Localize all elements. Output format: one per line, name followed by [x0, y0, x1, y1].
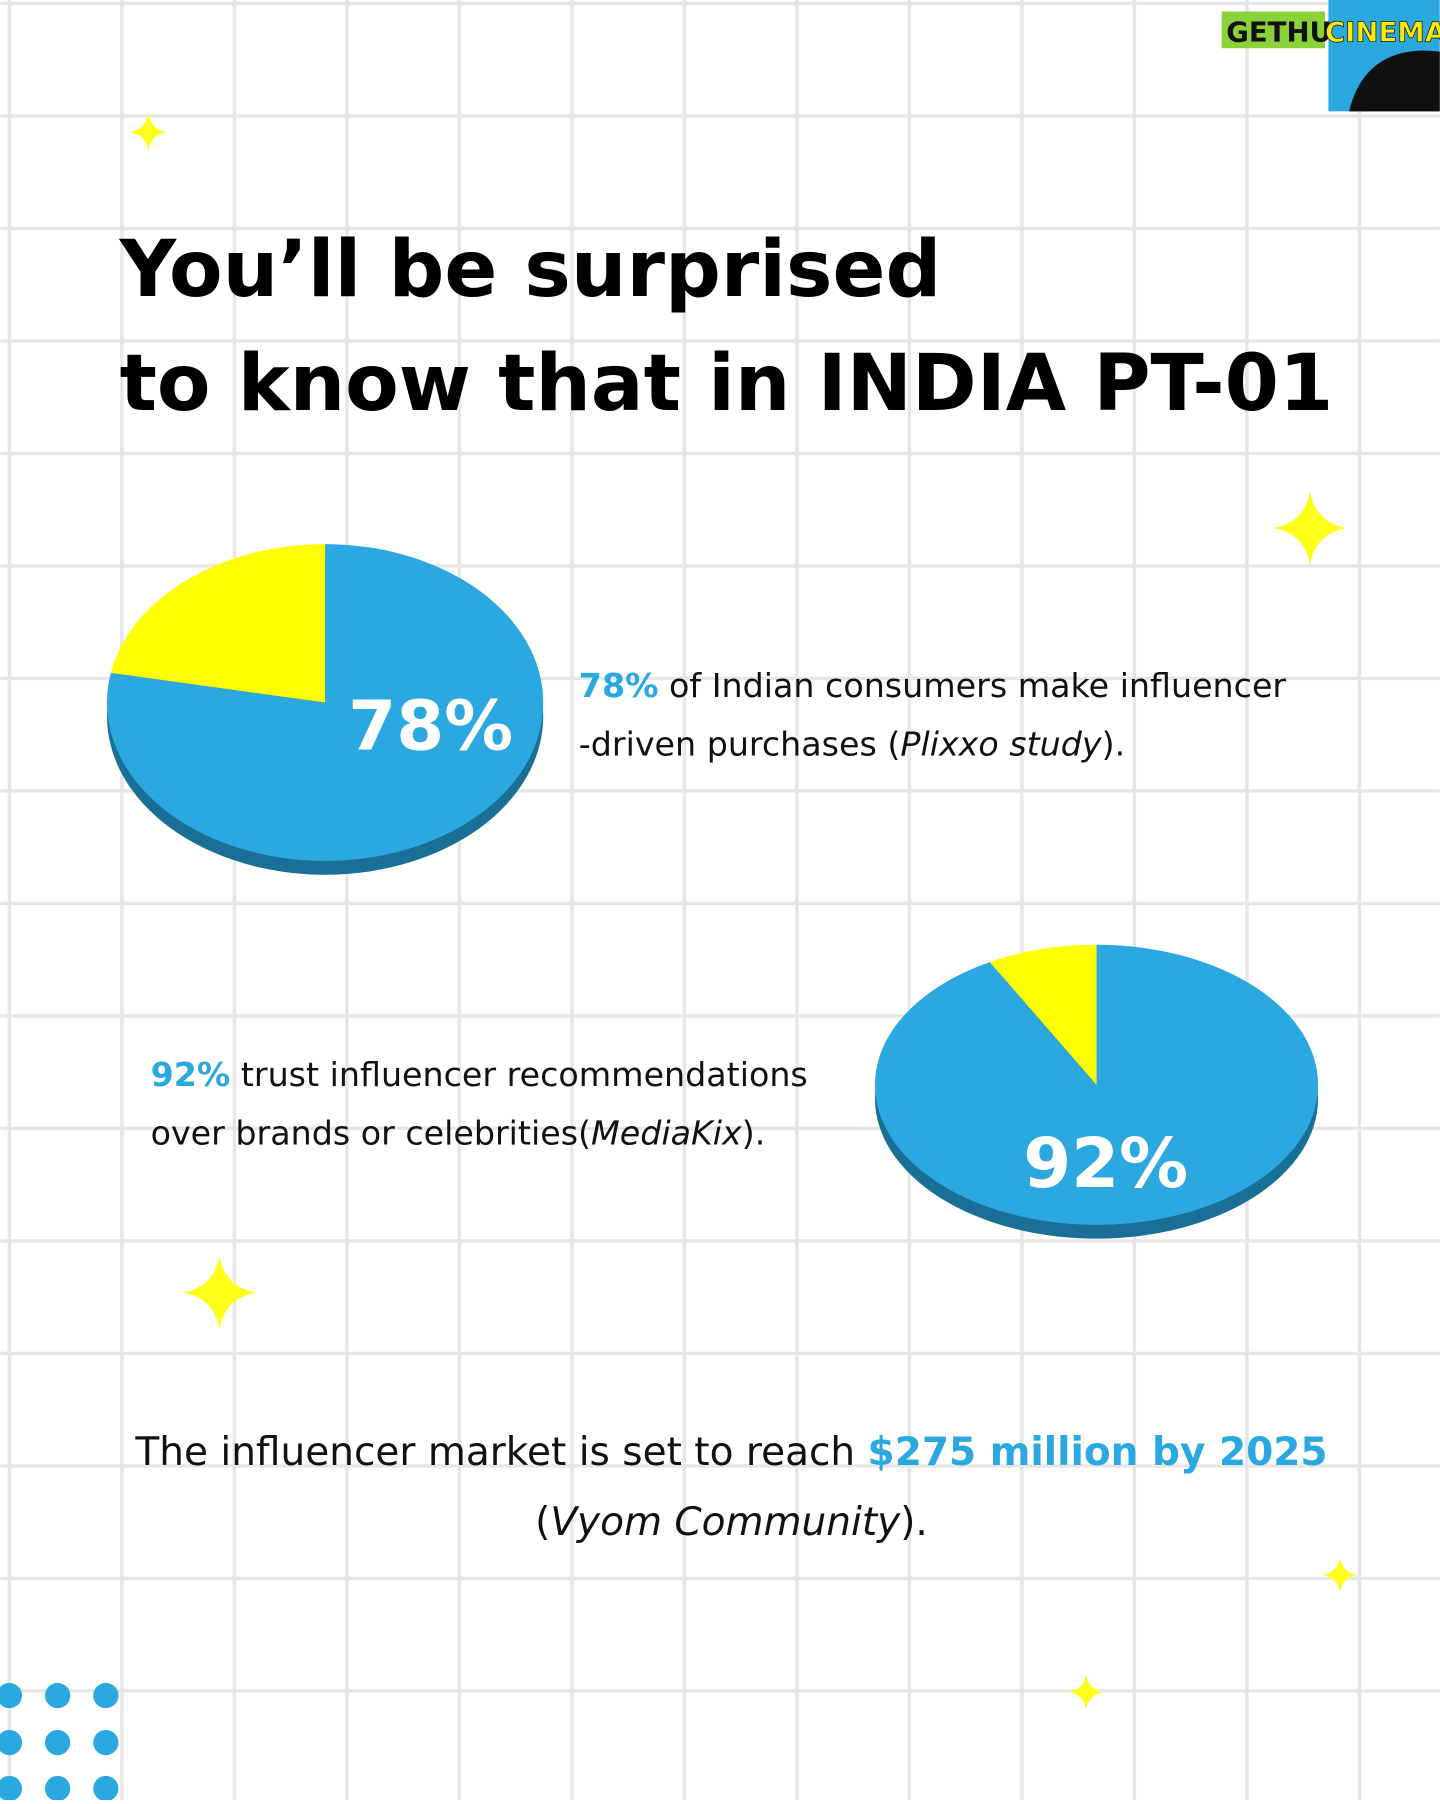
logo-left-bg: [1221, 11, 1325, 49]
logo-shape: [1349, 50, 1440, 112]
title-line: to know that in INDIA PT-01: [120, 339, 1334, 429]
dot: [0, 1729, 23, 1756]
text-line: 92% trust influencer recommendations: [151, 1055, 808, 1094]
sparkle: [1068, 1674, 1104, 1710]
text-segment: ).: [900, 1500, 928, 1545]
sparkle: [129, 113, 167, 151]
text-segment: 78%: [579, 666, 659, 705]
dot: [0, 1775, 23, 1802]
text-line: (Vyom Community).: [535, 1500, 928, 1545]
text-segment: (: [535, 1500, 550, 1545]
dot: [93, 1682, 119, 1709]
pie-slice: [874, 944, 1319, 1225]
text-segment: Vyom Community: [550, 1500, 901, 1545]
pie-slice: [110, 544, 326, 703]
logo-right: CINEMA: [1325, 16, 1440, 48]
dot: [0, 1682, 23, 1709]
text-segment: 92%: [151, 1055, 231, 1094]
pie-label: 78%: [348, 687, 513, 767]
dot: [45, 1729, 71, 1756]
sparkle: [182, 1255, 257, 1330]
sparkle: [1322, 1557, 1358, 1593]
text-segment: $275 million by 2025: [868, 1430, 1328, 1475]
text-line: 78% of Indian consumers make influencer: [579, 666, 1287, 705]
dot: [45, 1682, 71, 1709]
text-segment: ).: [1102, 724, 1126, 763]
dot: [93, 1775, 119, 1802]
dot: [93, 1729, 119, 1756]
text-segment: of Indian consumers make influencer: [658, 666, 1286, 705]
dot: [45, 1775, 71, 1802]
title-line: You’ll be surprised: [119, 225, 942, 315]
text-segment: ).: [742, 1114, 766, 1153]
text-segment: -driven purchases (: [579, 724, 901, 763]
text-line: -driven purchases (Plixxo study).: [579, 724, 1125, 763]
sparkle: [1273, 491, 1347, 565]
text-line: over brands or celebrities(MediaKix).: [151, 1114, 766, 1153]
text-segment: The influencer market is set to reach: [134, 1430, 867, 1475]
text-segment: over brands or celebrities(: [151, 1114, 591, 1153]
text-line: The influencer market is set to reach $2…: [134, 1430, 1327, 1475]
pie-label: 92%: [1023, 1124, 1188, 1204]
logo-left: GETHU: [1226, 16, 1332, 48]
text-segment: MediaKix: [591, 1114, 742, 1153]
text-segment: trust influencer recommendations: [230, 1055, 807, 1094]
pie-slice: [989, 944, 1097, 1085]
text-segment: Plixxo study: [900, 724, 1103, 763]
